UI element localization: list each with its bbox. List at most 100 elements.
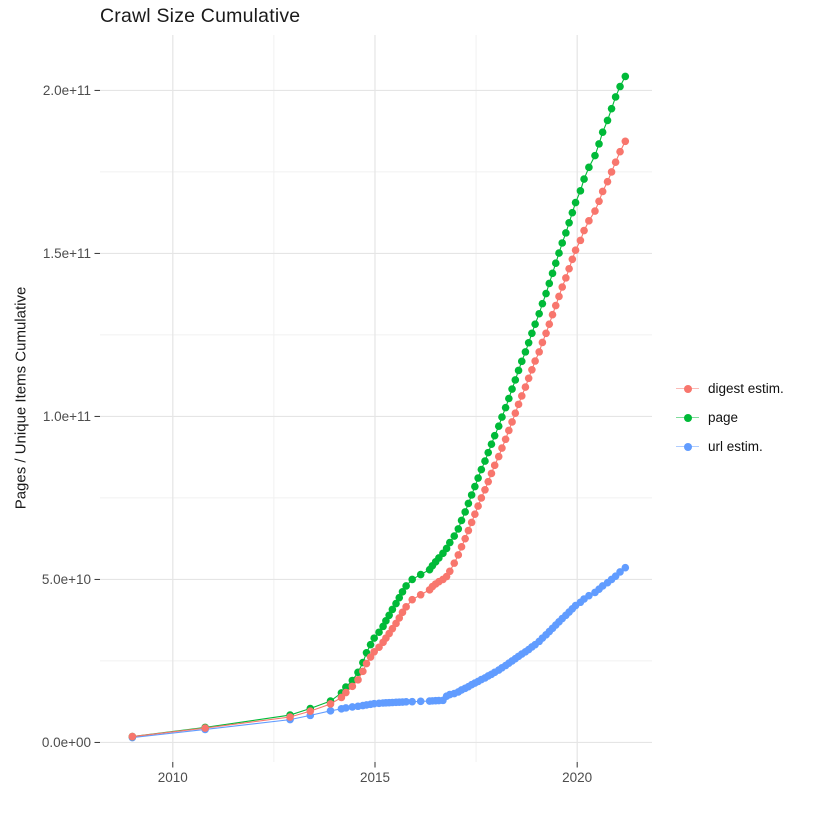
series-point-digest bbox=[528, 366, 536, 374]
series-point-digest bbox=[521, 383, 530, 391]
series-point-digest bbox=[514, 400, 523, 409]
series-point-digest bbox=[517, 392, 526, 400]
series-point-page bbox=[538, 299, 547, 308]
series-point-page bbox=[545, 279, 554, 288]
legend-key-icon bbox=[676, 411, 699, 425]
series-point-page bbox=[505, 394, 513, 403]
series-point-page bbox=[501, 403, 510, 412]
series-point-digest bbox=[558, 283, 567, 291]
series-point-page bbox=[398, 588, 407, 596]
series-point-digest bbox=[568, 255, 577, 264]
series-point-url bbox=[408, 697, 416, 706]
series-point-page bbox=[508, 385, 516, 393]
series-point-page bbox=[366, 640, 375, 649]
series-point-page bbox=[591, 151, 599, 160]
legend-key-dot bbox=[683, 413, 692, 422]
series-point-page bbox=[568, 208, 577, 217]
series-point-url bbox=[402, 698, 410, 706]
legend-key-dot bbox=[683, 384, 692, 393]
series-point-page bbox=[457, 516, 466, 525]
series-line-page bbox=[132, 76, 626, 738]
series-point-digest bbox=[128, 732, 137, 741]
series-point-digest bbox=[408, 595, 416, 604]
x-tick-label: 2020 bbox=[562, 770, 592, 785]
series-point-page bbox=[580, 175, 588, 183]
series-point-digest bbox=[348, 682, 357, 691]
series-point-digest bbox=[477, 494, 486, 502]
series-point-page bbox=[446, 538, 454, 547]
series-point-page bbox=[528, 329, 536, 338]
series-point-digest bbox=[450, 559, 459, 567]
series-point-digest bbox=[571, 246, 580, 254]
series-point-page bbox=[382, 617, 390, 625]
series-point-digest bbox=[616, 147, 624, 156]
series-point-digest bbox=[555, 292, 563, 301]
series-point-page bbox=[585, 163, 593, 172]
series-point-digest bbox=[446, 567, 454, 576]
series-point-page bbox=[571, 198, 580, 207]
series-point-page bbox=[477, 465, 486, 474]
series-point-digest bbox=[611, 158, 620, 166]
series-point-page bbox=[461, 508, 469, 516]
series-point-page bbox=[402, 582, 410, 590]
series-point-page bbox=[481, 457, 489, 465]
y-tick-label: 0.0e+00 bbox=[42, 735, 91, 750]
series-point-page bbox=[595, 140, 603, 148]
series-point-digest bbox=[461, 534, 469, 543]
series-point-page bbox=[385, 611, 393, 620]
series-point-digest bbox=[591, 207, 599, 215]
legend-key-icon bbox=[676, 440, 699, 454]
series-point-digest bbox=[565, 264, 573, 273]
series-point-digest bbox=[542, 329, 550, 338]
series-point-digest bbox=[595, 197, 603, 206]
series-point-page bbox=[484, 448, 493, 457]
series-point-page bbox=[392, 599, 400, 608]
series-point-page bbox=[342, 683, 350, 691]
series-point-page bbox=[621, 72, 630, 81]
series-point-page bbox=[490, 431, 499, 440]
series-point-page bbox=[416, 570, 425, 579]
series-point-digest bbox=[467, 518, 476, 527]
series-point-url bbox=[348, 703, 357, 711]
legend-label: page bbox=[708, 410, 739, 425]
legend-key-icon bbox=[676, 382, 699, 396]
series-point-digest bbox=[337, 693, 346, 702]
series-point-digest bbox=[511, 409, 520, 417]
series-point-digest bbox=[487, 469, 496, 478]
series-point-digest bbox=[494, 452, 503, 461]
series-point-digest bbox=[342, 688, 350, 697]
series-point-page bbox=[562, 229, 570, 237]
series-point-digest bbox=[359, 667, 367, 676]
series-point-page bbox=[494, 422, 503, 431]
series-point-page bbox=[521, 348, 530, 356]
series-point-digest bbox=[607, 168, 616, 176]
series-point-page bbox=[450, 532, 459, 540]
chart-title: Crawl Size Cumulative bbox=[100, 5, 301, 27]
legend-label: digest estim. bbox=[708, 381, 784, 396]
series-point-digest bbox=[402, 603, 410, 611]
series-point-page bbox=[598, 128, 607, 136]
series-point-page bbox=[375, 628, 383, 637]
series-point-page bbox=[514, 366, 523, 375]
series-point-page bbox=[464, 499, 473, 508]
series-point-page bbox=[454, 525, 463, 533]
y-tick-label: 1.5e+11 bbox=[43, 246, 91, 261]
series-point-digest bbox=[286, 713, 294, 721]
series-point-page bbox=[370, 634, 378, 642]
legend-key-dot bbox=[683, 442, 692, 451]
series-point-digest bbox=[457, 543, 466, 551]
series-point-digest bbox=[471, 510, 479, 519]
series-point-digest bbox=[416, 590, 425, 599]
series-point-digest bbox=[580, 226, 588, 235]
series-point-digest bbox=[524, 374, 533, 383]
series-point-digest bbox=[498, 444, 506, 452]
series-point-digest bbox=[576, 236, 585, 245]
series-point-digest bbox=[562, 274, 570, 282]
series-point-digest bbox=[326, 700, 335, 708]
series-point-page bbox=[611, 93, 620, 101]
series-point-digest bbox=[585, 217, 593, 225]
series-point-url bbox=[585, 591, 593, 600]
series-point-page bbox=[517, 357, 526, 366]
series-point-digest bbox=[474, 502, 482, 510]
